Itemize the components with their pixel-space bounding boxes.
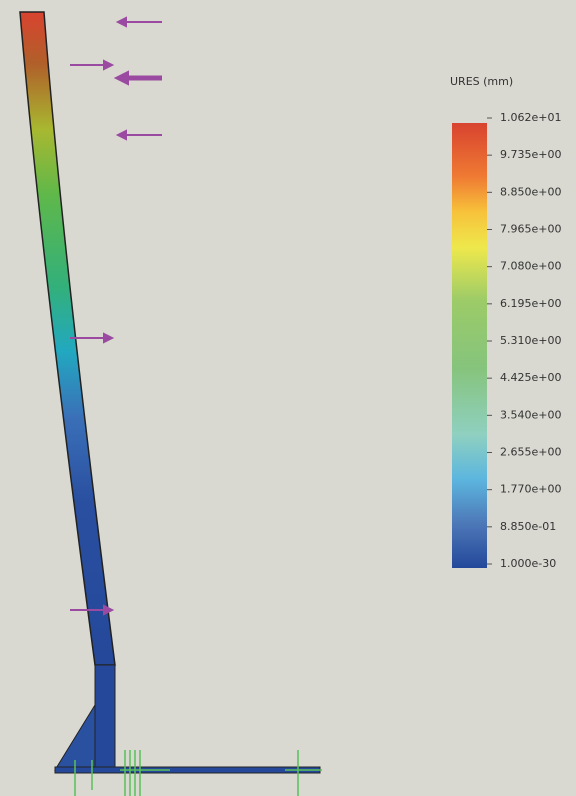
model <box>20 12 320 773</box>
scale-label: 7.965e+00 <box>500 223 561 236</box>
scale-label: 4.425e+00 <box>500 371 561 384</box>
scale-label: 8.850e+00 <box>500 185 561 198</box>
screen: URES (mm) 1.062e+01 9.735e+00 8.850e+00 7.9… <box>0 0 576 796</box>
scale-label: 3.540e+00 <box>500 408 561 421</box>
scale-label: 5.310e+00 <box>500 334 561 347</box>
scale-label: 7.080e+00 <box>500 260 561 273</box>
scale-label: 8.850e-01 <box>500 520 556 533</box>
scale-label: 2.655e+00 <box>500 446 561 459</box>
legend-title: URES (mm) <box>450 75 513 88</box>
legend: URES (mm) 1.062e+01 9.735e+00 8.850e+00 7.9… <box>450 75 561 570</box>
scale-label: 1.770e+00 <box>500 483 561 496</box>
scale-label: 6.195e+00 <box>500 297 561 310</box>
color-scale <box>452 123 487 568</box>
scale-label: 1.000e-30 <box>500 557 556 570</box>
post <box>95 665 115 770</box>
scale-label: 9.735e+00 <box>500 148 561 161</box>
scale-label: 1.062e+01 <box>500 111 561 124</box>
base <box>55 767 320 773</box>
